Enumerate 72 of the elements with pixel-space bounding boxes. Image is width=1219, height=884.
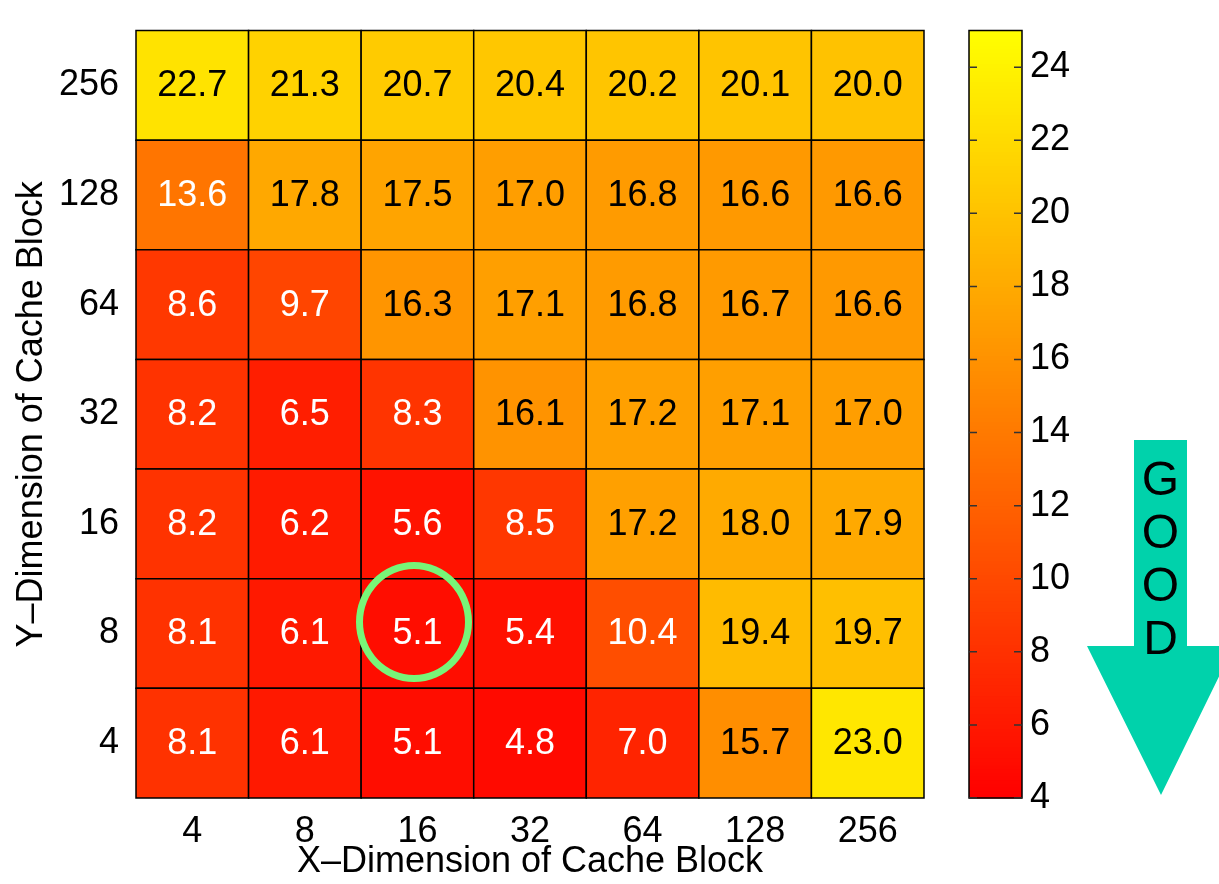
- color-bar-label: 22: [1030, 117, 1071, 159]
- y-tick-label: 256: [58, 62, 119, 104]
- data-label: 6.1: [279, 611, 330, 653]
- data-label: 5.1: [392, 721, 443, 763]
- y-tick-label: 32: [78, 391, 119, 433]
- data-label: 4.8: [504, 721, 556, 763]
- data-label: 23.0: [832, 721, 903, 763]
- data-label: 5.6: [392, 501, 443, 543]
- data-label: 17.5: [382, 172, 453, 214]
- color-bar-label: 10: [1030, 555, 1071, 597]
- data-label: 6.1: [279, 721, 330, 763]
- data-label: 16.8: [607, 172, 678, 214]
- data-label: 16.8: [607, 282, 678, 324]
- data-label: 19.4: [720, 611, 791, 653]
- data-label: 17.1: [494, 282, 566, 324]
- color-bar-label: 12: [1030, 482, 1071, 524]
- data-label: 16.6: [832, 282, 903, 324]
- data-label: 8.1: [167, 721, 218, 763]
- data-label: 16.6: [720, 172, 791, 214]
- y-tick-label: 8: [98, 610, 119, 652]
- data-label: 6.5: [279, 392, 330, 434]
- data-label: 16.7: [720, 282, 791, 324]
- data-label: 20.0: [832, 63, 903, 105]
- data-label: 13.6: [157, 172, 228, 214]
- data-label: 17.8: [269, 172, 340, 214]
- x-tick-label: 16: [397, 808, 438, 850]
- color-bar-label: 18: [1030, 263, 1071, 305]
- data-label: 7.0: [617, 721, 668, 763]
- data-label: 21.3: [269, 63, 340, 105]
- data-label: 8.3: [392, 392, 443, 434]
- data-label: 17.9: [832, 501, 903, 543]
- data-label: 20.7: [382, 63, 453, 105]
- data-label: 19.7: [832, 611, 903, 653]
- data-label: 5.1: [392, 611, 443, 653]
- data-label: 20.2: [607, 63, 678, 105]
- text: GOOD: [1134, 452, 1187, 664]
- x-tick-label: 256: [837, 808, 898, 850]
- data-label: 17.1: [720, 392, 791, 434]
- x-tick-label: 4: [182, 808, 203, 850]
- data-label: 22.7: [157, 63, 228, 105]
- y-tick-label: 16: [78, 500, 119, 542]
- data-label: 8.1: [167, 611, 218, 653]
- data-label: 8.6: [167, 282, 218, 324]
- y-axis-title: Y–Dimension of Cache Block: [8, 180, 50, 648]
- data-label: 20.4: [494, 63, 566, 105]
- data-label: 6.2: [279, 501, 330, 543]
- data-label: 18.0: [720, 501, 791, 543]
- y-tick-label: 128: [58, 171, 119, 213]
- data-label: 5.4: [504, 611, 556, 653]
- color-bar-label: 24: [1030, 44, 1071, 86]
- color-bar-label: 20: [1030, 190, 1071, 232]
- data-label: 8.2: [167, 392, 218, 434]
- data-label: 15.7: [720, 721, 791, 763]
- data-label: 16.1: [494, 392, 566, 434]
- data-label: 8.2: [167, 501, 218, 543]
- color-bar-label: 6: [1030, 701, 1051, 743]
- data-label: 10.4: [607, 611, 678, 653]
- y-tick-label: 4: [98, 720, 119, 762]
- data-label: 17.0: [832, 392, 903, 434]
- data-label: 17.2: [607, 392, 678, 434]
- data-label: 16.6: [832, 172, 903, 214]
- data-label: 20.1: [720, 63, 791, 105]
- color-bar-label: 16: [1030, 336, 1071, 378]
- data-label: 8.5: [504, 501, 556, 543]
- data-label: 17.2: [607, 501, 678, 543]
- color-bar-label: 4: [1030, 774, 1051, 816]
- color-bar-label: 14: [1030, 409, 1071, 451]
- data-label: 17.0: [494, 172, 566, 214]
- color-bar-label: 8: [1030, 628, 1051, 670]
- y-tick-label: 64: [78, 281, 119, 323]
- data-label: 9.7: [279, 282, 330, 324]
- data-label: 16.3: [382, 282, 453, 324]
